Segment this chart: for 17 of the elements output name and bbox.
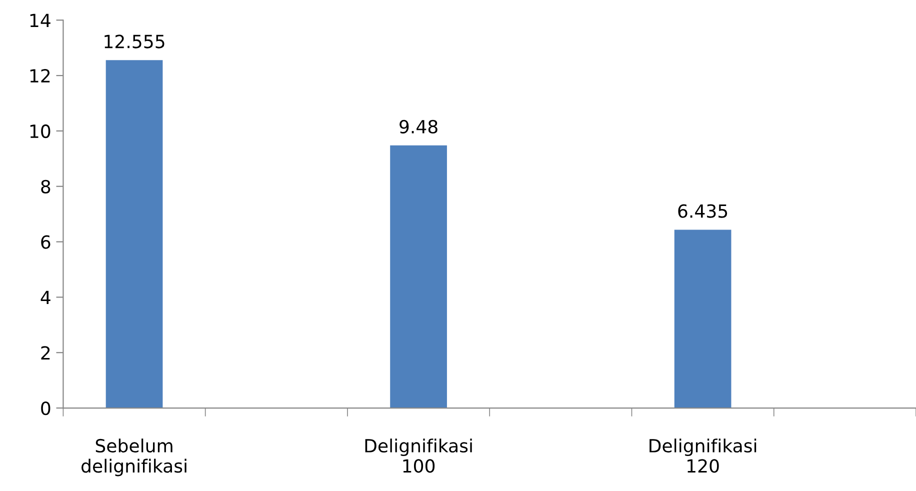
- y-tick-label: 0: [41, 401, 50, 416]
- y-tick-label: 2: [41, 346, 50, 360]
- y-tick-label: 14: [30, 14, 50, 27]
- data-label: 6.435: [678, 204, 728, 218]
- y-tick-label: 12: [30, 69, 50, 82]
- bar: [390, 145, 447, 408]
- x-tick-label: Delignifikasi 100: [365, 438, 472, 473]
- y-tick-label: 10: [30, 124, 50, 138]
- x-tick-label: Sebelum delignifikasi: [82, 438, 186, 476]
- bar: [674, 230, 732, 408]
- data-label: 9.48: [400, 120, 438, 134]
- x-tick-label: Delignifikasi 120: [650, 438, 756, 473]
- y-tick-label: 8: [41, 180, 50, 194]
- y-tick-label: 6: [41, 235, 50, 249]
- data-label: 12.555: [104, 34, 164, 48]
- y-tick-label: 4: [40, 290, 50, 304]
- bar: [106, 60, 163, 408]
